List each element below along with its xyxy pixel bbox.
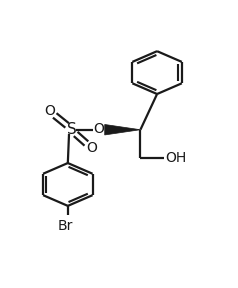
Text: OH: OH xyxy=(165,151,187,165)
Text: O: O xyxy=(86,141,97,155)
Text: O: O xyxy=(45,104,55,118)
Polygon shape xyxy=(105,124,140,135)
Text: O: O xyxy=(93,122,104,136)
Text: Br: Br xyxy=(58,219,73,233)
Text: S: S xyxy=(67,122,76,137)
